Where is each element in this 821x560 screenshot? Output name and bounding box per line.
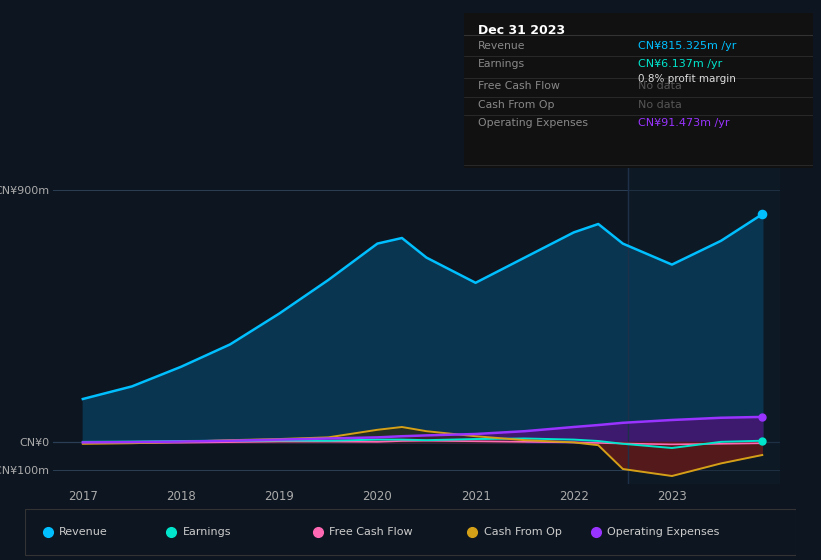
Text: No data: No data xyxy=(639,81,682,91)
Text: CN¥91.473m /yr: CN¥91.473m /yr xyxy=(639,118,730,128)
Point xyxy=(755,210,768,219)
Text: Earnings: Earnings xyxy=(478,59,525,69)
Text: No data: No data xyxy=(639,100,682,110)
Text: Revenue: Revenue xyxy=(59,527,108,537)
Point xyxy=(755,436,768,445)
Text: Dec 31 2023: Dec 31 2023 xyxy=(478,24,565,37)
Text: Earnings: Earnings xyxy=(183,527,232,537)
Text: Free Cash Flow: Free Cash Flow xyxy=(478,81,560,91)
Text: Revenue: Revenue xyxy=(478,41,525,51)
Point xyxy=(755,412,768,422)
Text: 0.8% profit margin: 0.8% profit margin xyxy=(639,74,736,84)
Text: CN¥6.137m /yr: CN¥6.137m /yr xyxy=(639,59,722,69)
Bar xyxy=(628,162,780,484)
Text: Free Cash Flow: Free Cash Flow xyxy=(329,527,413,537)
Text: CN¥815.325m /yr: CN¥815.325m /yr xyxy=(639,41,736,51)
Text: Cash From Op: Cash From Op xyxy=(484,527,562,537)
Text: Operating Expenses: Operating Expenses xyxy=(608,527,720,537)
Text: Cash From Op: Cash From Op xyxy=(478,100,554,110)
Text: Operating Expenses: Operating Expenses xyxy=(478,118,588,128)
